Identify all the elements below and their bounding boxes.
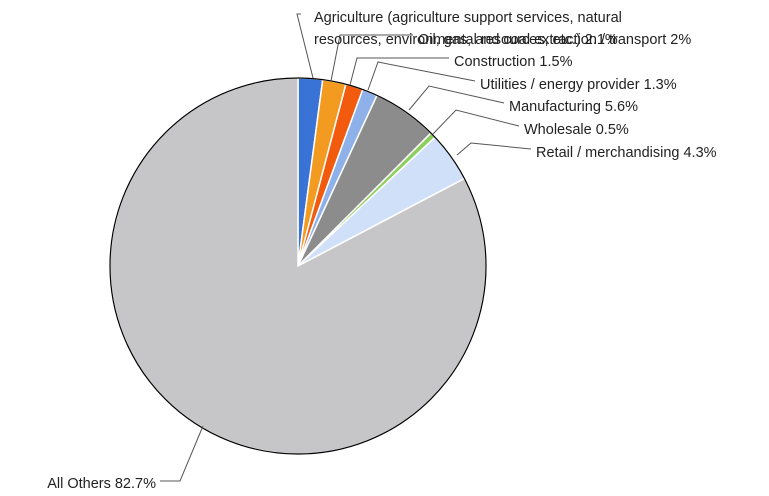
slice-label-line: Manufacturing 5.6% [509,99,638,115]
slice-label-2: Oil, gas, and coal extraction / transpor… [418,32,691,48]
pie-outline [109,77,487,455]
leader-line-4 [367,61,476,91]
leader-line-6 [432,109,520,135]
pie-slices [109,77,487,455]
slice-label-line: Wholesale 0.5% [524,122,629,138]
slice-label-line: resources, environmental resources, etc.… [314,32,618,48]
slice-label-8: All Others 82.7% [47,476,156,492]
slice-label-6: Wholesale 0.5% [524,122,629,138]
leader-line-3 [349,57,449,86]
slice-label-line: Utilities / energy provider 1.3% [480,77,677,93]
slice-label-line: Agriculture (agriculture support service… [314,10,622,26]
leader-line-2 [330,34,413,82]
slice-label-1: Agriculture (agriculture support service… [314,10,622,48]
slice-label-line: Construction 1.5% [454,54,573,70]
leader-line-5 [408,85,505,111]
slice-label-3: Construction 1.5% [454,54,573,70]
leader-lines [160,13,532,482]
slice-label-5: Manufacturing 5.6% [509,99,638,115]
slice-labels: Agriculture (agriculture support service… [47,10,716,492]
slice-label-line: Oil, gas, and coal extraction / transpor… [418,32,691,48]
leader-line-1 [296,13,314,79]
leader-line-8 [160,425,204,482]
leader-line-7 [456,142,532,156]
slice-label-7: Retail / merchandising 4.3% [536,145,717,161]
slice-label-4: Utilities / energy provider 1.3% [480,77,677,93]
slice-label-line: All Others 82.7% [47,476,156,492]
slice-label-line: Retail / merchandising 4.3% [536,145,717,161]
